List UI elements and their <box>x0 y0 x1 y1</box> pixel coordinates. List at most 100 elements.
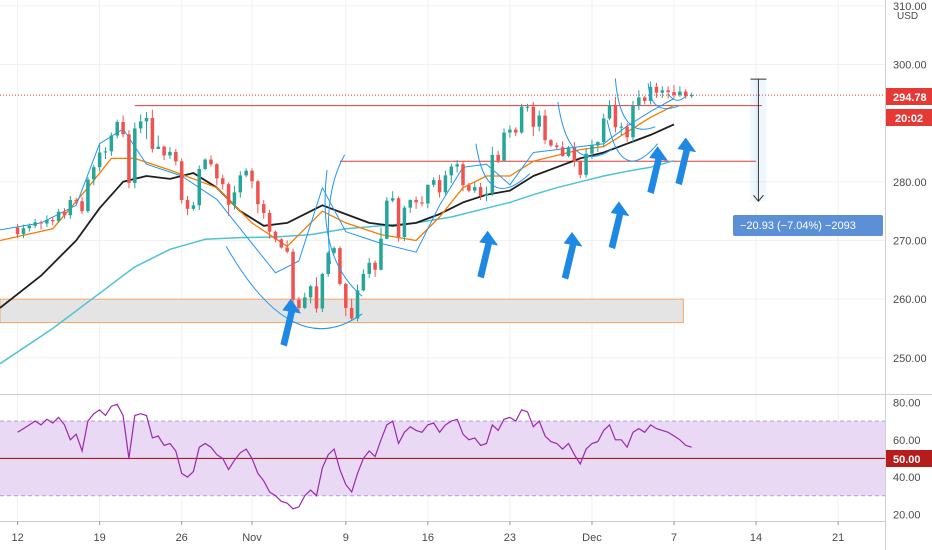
candle-body-79[interactable] <box>478 187 483 196</box>
candle-body-34[interactable] <box>215 164 219 179</box>
candle-body-63[interactable] <box>385 200 389 239</box>
candle-body-32[interactable] <box>203 159 207 169</box>
candle-body-110[interactable] <box>660 90 665 93</box>
candle-body-1[interactable] <box>21 228 26 235</box>
candle-body-21[interactable] <box>138 121 143 129</box>
candle-body-47[interactable] <box>291 251 295 300</box>
candle-body-84[interactable] <box>508 129 512 133</box>
candle-body-112[interactable] <box>672 92 676 96</box>
candle-body-82[interactable] <box>496 154 500 161</box>
candle-body-94[interactable] <box>566 147 571 157</box>
candle-body-72[interactable] <box>437 180 442 193</box>
candle-body-4[interactable] <box>39 222 43 224</box>
candle-body-77[interactable] <box>467 185 471 191</box>
candle-body-58[interactable] <box>355 290 360 319</box>
candle-body-85[interactable] <box>514 129 518 133</box>
candle-body-81[interactable] <box>490 154 495 194</box>
candle-body-13[interactable] <box>92 167 96 180</box>
candle-body-14[interactable] <box>97 152 102 168</box>
candle-body-10[interactable] <box>74 200 78 202</box>
candle-body-67[interactable] <box>408 200 413 208</box>
candle-body-70[interactable] <box>426 184 430 204</box>
candle-body-102[interactable] <box>613 104 618 128</box>
candle-body-36[interactable] <box>226 184 231 205</box>
candle-body-83[interactable] <box>502 132 506 161</box>
candle-body-98[interactable] <box>590 145 594 154</box>
candle-body-15[interactable] <box>103 151 108 153</box>
candle-body-28[interactable] <box>179 161 184 201</box>
candle-body-114[interactable] <box>683 91 688 97</box>
price-panel[interactable]: −20.93 (−7.04%) −2093 <box>0 0 885 520</box>
candle-body-33[interactable] <box>209 159 213 165</box>
candle-body-39[interactable] <box>244 170 248 176</box>
candle-body-107[interactable] <box>642 97 647 101</box>
candle-body-22[interactable] <box>144 117 149 122</box>
candle-body-105[interactable] <box>631 105 635 138</box>
candle-body-93[interactable] <box>560 147 565 157</box>
candle-body-60[interactable] <box>367 262 371 274</box>
candle-body-97[interactable] <box>584 153 588 175</box>
candle-body-42[interactable] <box>261 204 266 213</box>
candle-body-91[interactable] <box>549 140 553 146</box>
candle-body-66[interactable] <box>402 207 407 237</box>
candle-body-103[interactable] <box>619 126 624 128</box>
candle-body-55[interactable] <box>338 248 342 284</box>
candle-body-35[interactable] <box>220 178 225 185</box>
candle-body-76[interactable] <box>461 164 465 186</box>
candle-body-92[interactable] <box>555 145 559 148</box>
candle-body-86[interactable] <box>519 106 524 133</box>
candles[interactable] <box>15 81 694 322</box>
candle-body-46[interactable] <box>285 247 289 252</box>
candle-body-53[interactable] <box>326 252 330 274</box>
candle-body-37[interactable] <box>232 192 237 205</box>
candle-body-0[interactable] <box>15 227 20 235</box>
measure-tool[interactable]: −20.93 (−7.04%) −2093 <box>733 78 883 236</box>
candle-body-11[interactable] <box>80 201 84 212</box>
candle-body-54[interactable] <box>332 248 336 253</box>
candle-body-68[interactable] <box>414 200 418 203</box>
candle-body-100[interactable] <box>601 118 606 142</box>
candle-body-88[interactable] <box>531 106 536 127</box>
candle-body-20[interactable] <box>133 128 137 184</box>
candle-body-89[interactable] <box>537 115 541 127</box>
candle-body-99[interactable] <box>596 141 600 146</box>
candle-body-73[interactable] <box>443 175 448 193</box>
candle-body-61[interactable] <box>373 262 377 270</box>
candle-body-52[interactable] <box>320 273 325 309</box>
candle-body-104[interactable] <box>625 126 629 138</box>
candle-body-23[interactable] <box>150 117 155 149</box>
rsi-panel[interactable] <box>0 403 885 510</box>
candle-body-111[interactable] <box>666 90 670 93</box>
candle-body-51[interactable] <box>314 286 319 309</box>
candle-body-49[interactable] <box>303 297 307 308</box>
candle-body-80[interactable] <box>484 193 489 196</box>
candle-body-6[interactable] <box>50 219 55 222</box>
candle-body-50[interactable] <box>308 286 313 298</box>
candle-body-18[interactable] <box>121 122 125 135</box>
candle-body-69[interactable] <box>420 202 424 204</box>
candle-body-108[interactable] <box>648 86 653 101</box>
candle-body-40[interactable] <box>250 170 254 182</box>
candle-body-64[interactable] <box>390 198 395 201</box>
candle-body-17[interactable] <box>115 122 119 136</box>
candle-body-57[interactable] <box>349 307 354 319</box>
candle-body-56[interactable] <box>344 283 348 308</box>
candle-body-24[interactable] <box>156 146 161 149</box>
candle-body-115[interactable] <box>689 95 694 97</box>
candle-body-2[interactable] <box>27 225 32 229</box>
candle-body-41[interactable] <box>256 181 260 205</box>
candle-body-9[interactable] <box>68 200 73 216</box>
candle-body-29[interactable] <box>185 200 190 209</box>
candle-body-44[interactable] <box>273 231 278 240</box>
candle-body-3[interactable] <box>33 222 37 226</box>
candle-body-90[interactable] <box>543 115 547 141</box>
candle-body-19[interactable] <box>127 134 131 184</box>
candle-body-8[interactable] <box>62 211 67 216</box>
candle-body-27[interactable] <box>174 151 178 162</box>
candle-body-113[interactable] <box>678 91 682 96</box>
candle-body-101[interactable] <box>607 104 612 119</box>
candle-body-7[interactable] <box>56 211 61 222</box>
candle-body-26[interactable] <box>168 151 172 156</box>
candle-body-109[interactable] <box>654 86 659 93</box>
